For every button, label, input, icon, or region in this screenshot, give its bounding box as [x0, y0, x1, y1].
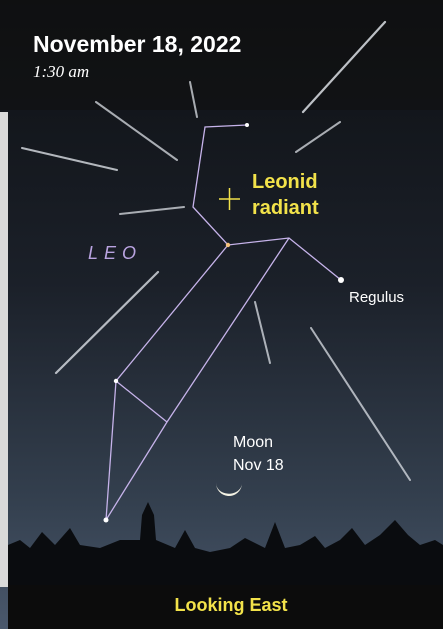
- footer-label: Looking East: [174, 595, 287, 615]
- time: 1:30 am: [33, 62, 89, 81]
- sky-chart: November 18, 2022 1:30 am Leonid radiant…: [0, 0, 443, 629]
- star: [226, 243, 230, 247]
- star: [114, 379, 118, 383]
- moon-label: Nov 18: [233, 457, 284, 474]
- radiant-label: radiant: [252, 197, 319, 219]
- star: [104, 518, 109, 523]
- star-label: Regulus: [349, 289, 404, 306]
- left-edge: [0, 112, 8, 587]
- title: November 18, 2022: [33, 31, 241, 57]
- moon-label: Moon: [233, 434, 273, 451]
- star: [245, 123, 249, 127]
- radiant-label: Leonid: [252, 171, 318, 193]
- constellation-label: LEO: [88, 243, 142, 263]
- star: [338, 277, 344, 283]
